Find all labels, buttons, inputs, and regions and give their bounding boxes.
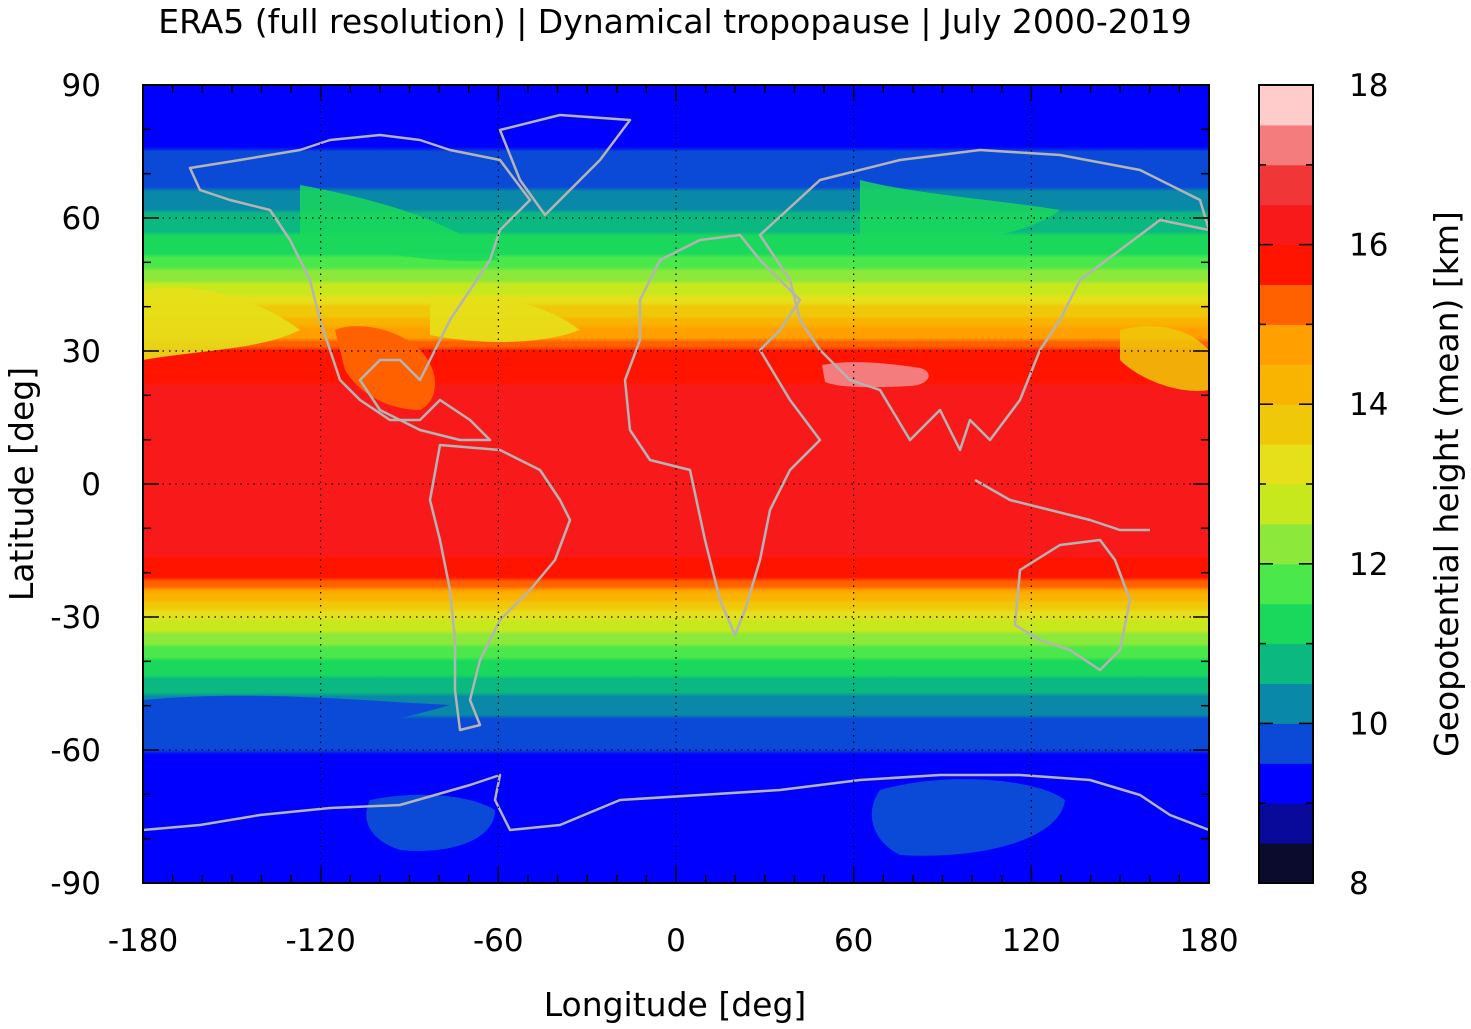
colorbar-band (1259, 603, 1313, 645)
x-tick-label: 180 (1179, 923, 1238, 959)
colorbar-band (1259, 643, 1313, 684)
coastline-asia (758, 148, 1209, 452)
coastline-antarctica (143, 773, 1209, 832)
map-plot-area (143, 85, 1209, 883)
x-tick-label: -60 (473, 923, 524, 959)
colorbar-band (1259, 124, 1313, 166)
y-tick-label: 60 (62, 201, 101, 237)
southern-ocean-pocket (143, 695, 450, 737)
x-tick-label: 120 (1002, 923, 1061, 959)
antarctic-east-pocket (871, 779, 1065, 856)
colorbar-tick-label: 16 (1349, 228, 1388, 264)
axis-ticks (142, 84, 1210, 884)
grid-lines (143, 85, 1209, 883)
x-tick-label: -120 (285, 923, 355, 959)
coastline-australia (1013, 538, 1132, 672)
x-tick-labels: -180 -120 -60 0 60 120 180 (108, 923, 1239, 959)
regional-anomalies (143, 180, 1209, 856)
colorbar-band (1259, 164, 1313, 206)
colorbar-band (1259, 85, 1313, 126)
coastline-africa-europe (623, 233, 822, 637)
asian-monsoon-high (822, 362, 929, 388)
colorbar-label: Geopotential height (mean) [km] (1427, 211, 1466, 757)
x-tick-label: -180 (108, 923, 178, 959)
colorbar-band (1259, 364, 1313, 405)
coastline-north-america (188, 133, 532, 442)
colorbar-band (1259, 324, 1313, 365)
y-tick-label: -30 (50, 600, 101, 636)
colorbar-band (1259, 284, 1313, 325)
colorbar-tick-label: 10 (1349, 706, 1388, 742)
colorbar-band (1259, 723, 1313, 764)
coastline-south-america (428, 443, 572, 732)
coastline-greenland (498, 113, 632, 217)
colorbar-band (1259, 204, 1313, 246)
x-tick-label: 0 (666, 923, 686, 959)
y-tick-label: 0 (81, 467, 101, 503)
colorbar-ticks (1259, 84, 1313, 884)
colorbar-band (1259, 683, 1313, 724)
atlantic-yellow-zone (430, 296, 580, 342)
colorbar-band (1259, 563, 1313, 605)
x-tick-label: 60 (834, 923, 873, 959)
x-axis-label: Longitude [deg] (544, 985, 807, 1024)
colorbar-band (1259, 763, 1313, 804)
colorbar-tick-label: 18 (1349, 68, 1388, 104)
colorbar-band (1259, 523, 1313, 565)
antarctic-west-pocket (366, 794, 495, 851)
y-tick-label: -60 (50, 733, 101, 769)
north-america-orange-zone (335, 326, 435, 410)
siberia-green-zone (860, 180, 1060, 244)
colorbar-band (1259, 244, 1313, 285)
pacific-east-yellow-zone (1120, 326, 1209, 391)
y-tick-label: -90 (50, 866, 101, 902)
chart-title: ERA5 (full resolution) | Dynamical tropo… (158, 2, 1191, 41)
y-tick-label: 90 (62, 68, 101, 104)
colorbar-band (1259, 404, 1313, 445)
colorbar-tick-label: 14 (1349, 387, 1388, 423)
colorbar-band (1259, 843, 1313, 884)
y-tick-labels: 90 60 30 0 -30 -60 -90 (50, 68, 101, 902)
colorbar-band (1259, 803, 1313, 844)
colorbar-tick-label: 8 (1349, 866, 1369, 902)
y-axis-label: Latitude [deg] (2, 367, 41, 601)
y-tick-label: 30 (62, 334, 101, 370)
colorbar-tick-labels: 18 16 14 12 10 8 (1349, 68, 1388, 902)
coastlines (143, 113, 1209, 832)
colorbar-band (1259, 444, 1313, 485)
colorbar (1259, 85, 1313, 884)
pacific-yellow-zone (143, 287, 300, 360)
colorbar-band (1259, 484, 1313, 525)
colorbar-tick-label: 12 (1349, 547, 1388, 583)
coastline-maritime-continent (974, 478, 1150, 532)
north-america-green-zone (300, 185, 500, 261)
